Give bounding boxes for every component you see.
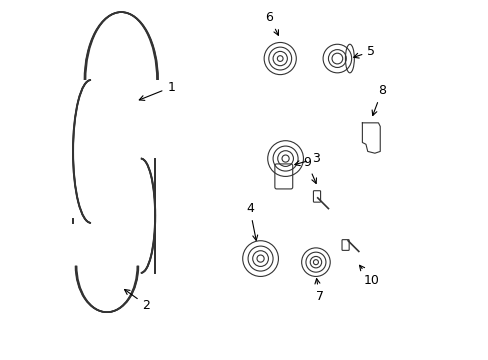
Text: 7: 7 bbox=[314, 279, 323, 303]
Text: 4: 4 bbox=[245, 202, 257, 240]
Text: 2: 2 bbox=[124, 289, 150, 311]
Text: 8: 8 bbox=[371, 84, 385, 116]
Text: 1: 1 bbox=[139, 81, 175, 100]
Text: 9: 9 bbox=[303, 156, 316, 184]
Text: 5: 5 bbox=[353, 45, 375, 58]
Text: 10: 10 bbox=[359, 265, 379, 287]
Text: 6: 6 bbox=[265, 11, 278, 35]
Text: 3: 3 bbox=[294, 152, 319, 166]
